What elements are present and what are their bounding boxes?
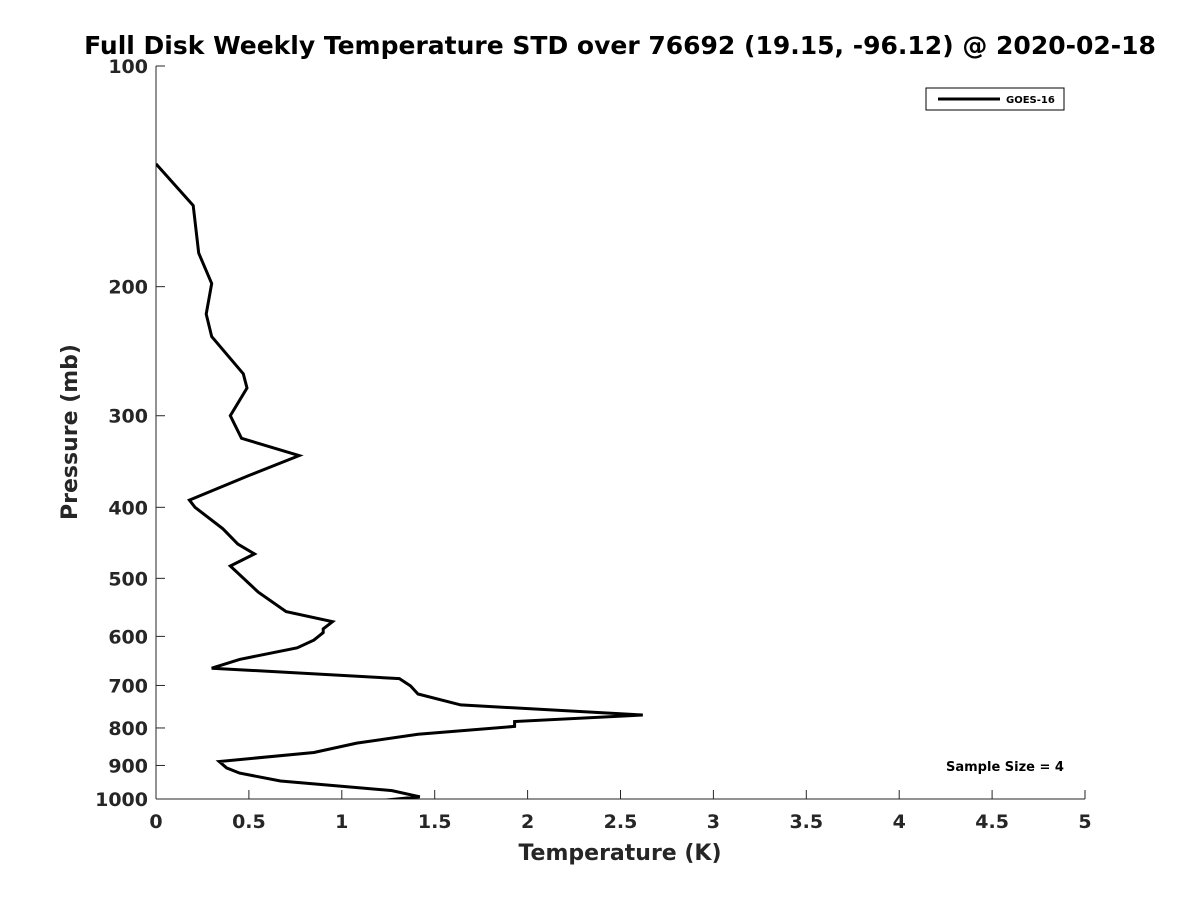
x-tick-label: 4.5 bbox=[975, 811, 1009, 833]
sample-size-annotation: Sample Size = 4 bbox=[946, 760, 1064, 775]
y-tick-label: 500 bbox=[108, 568, 148, 590]
y-tick-label: 200 bbox=[108, 277, 148, 299]
x-tick-label: 3.5 bbox=[789, 811, 823, 833]
y-tick-label: 800 bbox=[108, 718, 148, 740]
x-tick-label: 1.5 bbox=[418, 811, 452, 833]
x-axis-ticks: 0 0.5 1 1.5 2 2.5 3 3.5 4 4.5 5 bbox=[149, 790, 1092, 833]
y-tick-label: 900 bbox=[108, 755, 148, 777]
y-axis-label: Pressure (mb) bbox=[58, 344, 83, 520]
x-tick-label: 3 bbox=[707, 811, 720, 833]
series-line-goes-16 bbox=[156, 162, 643, 799]
legend: GOES-16 bbox=[925, 87, 1065, 111]
x-tick-label: 0.5 bbox=[232, 811, 266, 833]
x-axis-label: Temperature (K) bbox=[518, 841, 721, 866]
x-tick-label: 2.5 bbox=[604, 811, 638, 833]
chart-title: Full Disk Weekly Temperature STD over 76… bbox=[84, 31, 1156, 60]
x-tick-label: 4 bbox=[893, 811, 906, 833]
legend-entry-goes-16: GOES-16 bbox=[1006, 95, 1055, 106]
series-layer bbox=[156, 162, 643, 799]
y-tick-label: 1000 bbox=[95, 789, 148, 811]
y-tick-label: 700 bbox=[108, 675, 148, 697]
y-tick-label: 300 bbox=[108, 406, 148, 428]
x-tick-label: 0 bbox=[149, 811, 162, 833]
x-tick-label: 2 bbox=[521, 811, 534, 833]
x-tick-label: 5 bbox=[1078, 811, 1091, 833]
y-axis-ticks: 100 200 300 400 500 600 700 800 900 1000 bbox=[95, 56, 165, 811]
y-tick-label: 600 bbox=[108, 626, 148, 648]
x-tick-label: 1 bbox=[335, 811, 348, 833]
y-tick-label: 400 bbox=[108, 497, 148, 519]
y-tick-label: 100 bbox=[108, 56, 148, 78]
